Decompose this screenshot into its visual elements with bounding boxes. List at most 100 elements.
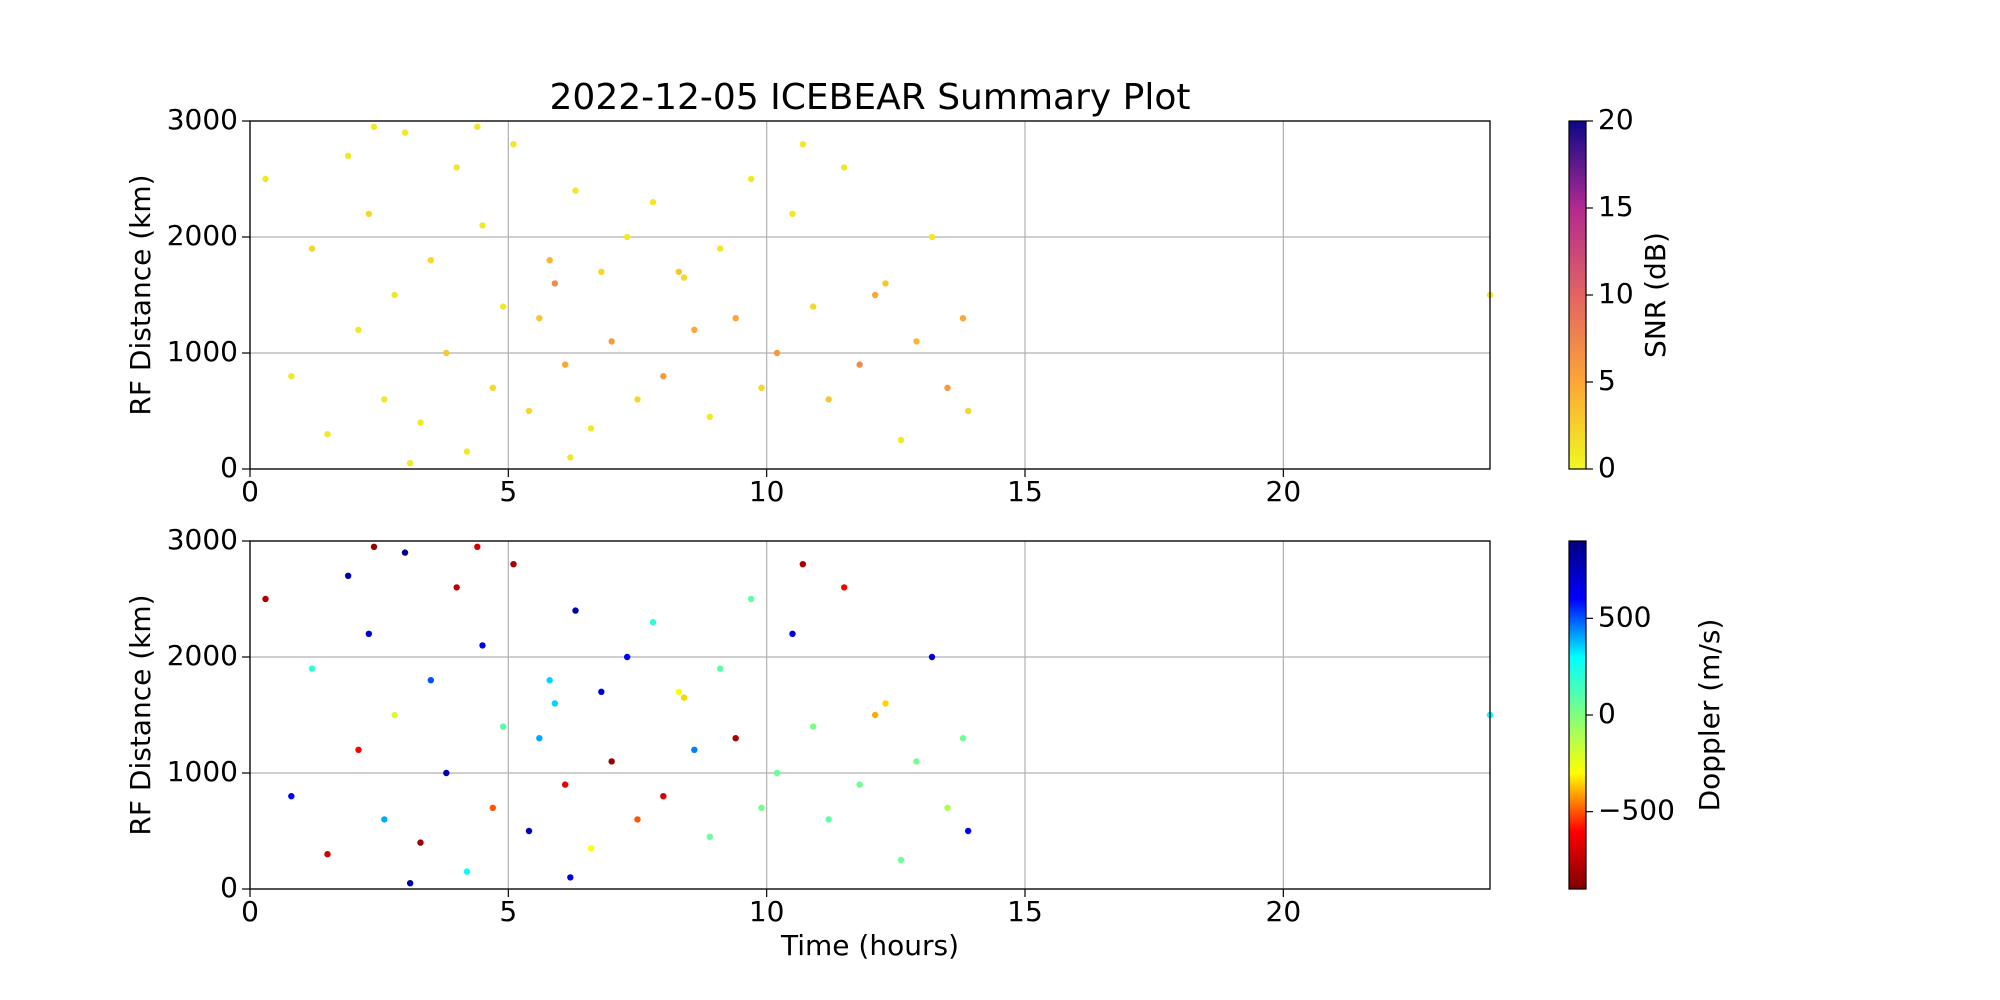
colorbar-label: Doppler (m/s) <box>1693 619 1726 812</box>
point <box>510 561 517 568</box>
point <box>758 384 765 391</box>
x-tick-label: 15 <box>1007 895 1043 928</box>
point <box>825 816 832 823</box>
x-tick-label: 10 <box>749 895 785 928</box>
point <box>691 326 698 333</box>
point <box>401 129 409 136</box>
point <box>587 845 595 852</box>
point <box>882 700 889 707</box>
chart-title: 2022-12-05 ICEBEAR Summary Plot <box>550 77 1191 118</box>
point <box>443 769 450 777</box>
point <box>706 413 714 420</box>
point <box>344 152 352 159</box>
point <box>608 338 615 345</box>
point <box>691 746 698 753</box>
point <box>510 141 517 148</box>
point <box>675 688 683 695</box>
point <box>598 268 605 275</box>
point <box>959 315 967 322</box>
point <box>747 175 755 183</box>
point <box>897 856 905 864</box>
x-axis-label: Time (hours) <box>780 929 959 962</box>
point <box>623 653 631 661</box>
point <box>634 396 641 403</box>
point <box>747 595 755 603</box>
x-tick-label: 5 <box>499 475 517 508</box>
colorbar-tick-label: 5 <box>1598 364 1616 397</box>
x-tick-label: 20 <box>1266 475 1302 508</box>
point <box>324 851 331 858</box>
y-tick-label: 0 <box>220 451 238 484</box>
x-tick-label: 10 <box>749 475 785 508</box>
point <box>840 164 848 171</box>
point <box>789 630 796 637</box>
point <box>551 700 559 707</box>
point <box>856 781 863 788</box>
x-tick-label: 20 <box>1266 895 1302 928</box>
y-tick-label: 2000 <box>167 639 238 672</box>
point <box>262 175 269 183</box>
point <box>825 396 832 403</box>
point <box>964 407 972 415</box>
x-tick-label: 5 <box>499 895 517 928</box>
point <box>536 315 543 322</box>
point <box>365 630 373 637</box>
point <box>608 758 615 765</box>
point <box>680 694 688 701</box>
point <box>732 735 739 742</box>
point <box>401 549 409 556</box>
point <box>288 793 295 800</box>
point <box>474 543 481 550</box>
point <box>355 326 362 333</box>
point <box>324 431 331 438</box>
point <box>856 361 863 368</box>
point <box>479 222 486 229</box>
colorbar-label: SNR (dB) <box>1639 232 1672 358</box>
point <box>809 303 817 310</box>
y-axis-label: RF Distance (km) <box>124 594 157 835</box>
point <box>427 677 435 684</box>
point <box>479 642 486 649</box>
point <box>308 245 316 252</box>
point <box>536 735 543 742</box>
point <box>799 561 807 568</box>
y-tick-label: 1000 <box>167 335 238 368</box>
point <box>453 164 460 171</box>
point <box>928 233 936 241</box>
point <box>572 607 579 614</box>
colorbar-tick-label: 0 <box>1598 697 1616 730</box>
point <box>773 349 781 357</box>
point <box>773 769 781 777</box>
point <box>561 361 569 368</box>
y-tick-label: 3000 <box>167 103 238 136</box>
point <box>913 758 920 765</box>
point <box>758 804 765 811</box>
point <box>453 584 460 591</box>
point <box>474 123 481 130</box>
y-tick-label: 3000 <box>167 523 238 556</box>
point <box>308 665 316 672</box>
point <box>675 268 683 275</box>
point <box>489 804 497 811</box>
colorbar-tick-label: −500 <box>1598 794 1675 827</box>
point <box>623 233 631 241</box>
point <box>587 425 595 432</box>
point <box>706 833 714 840</box>
point <box>417 419 424 426</box>
point <box>355 746 362 753</box>
colorbar-tick-label: 15 <box>1598 190 1634 223</box>
point <box>406 460 414 467</box>
point <box>928 653 936 661</box>
point <box>871 291 879 299</box>
y-tick-label: 1000 <box>167 755 238 788</box>
point <box>463 868 471 875</box>
point <box>716 665 724 672</box>
point <box>370 543 378 550</box>
point <box>525 827 533 835</box>
y-tick-label: 2000 <box>167 219 238 252</box>
x-tick-label: 15 <box>1007 475 1043 508</box>
point <box>809 723 817 730</box>
point <box>546 257 553 264</box>
colorbar <box>1568 540 1587 890</box>
